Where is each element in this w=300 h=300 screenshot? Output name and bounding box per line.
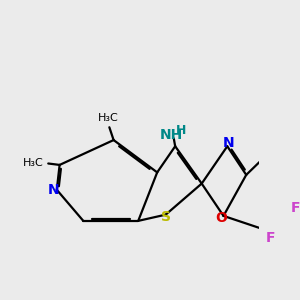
Text: N: N — [223, 136, 235, 150]
Text: NH: NH — [159, 128, 182, 142]
Text: H: H — [176, 124, 187, 137]
Text: F: F — [266, 231, 276, 245]
Text: O: O — [215, 211, 227, 225]
Text: H₃C: H₃C — [23, 158, 44, 169]
Text: S: S — [161, 211, 171, 224]
Text: F: F — [291, 201, 300, 215]
Text: N: N — [48, 183, 59, 197]
Text: H₃C: H₃C — [98, 113, 118, 123]
